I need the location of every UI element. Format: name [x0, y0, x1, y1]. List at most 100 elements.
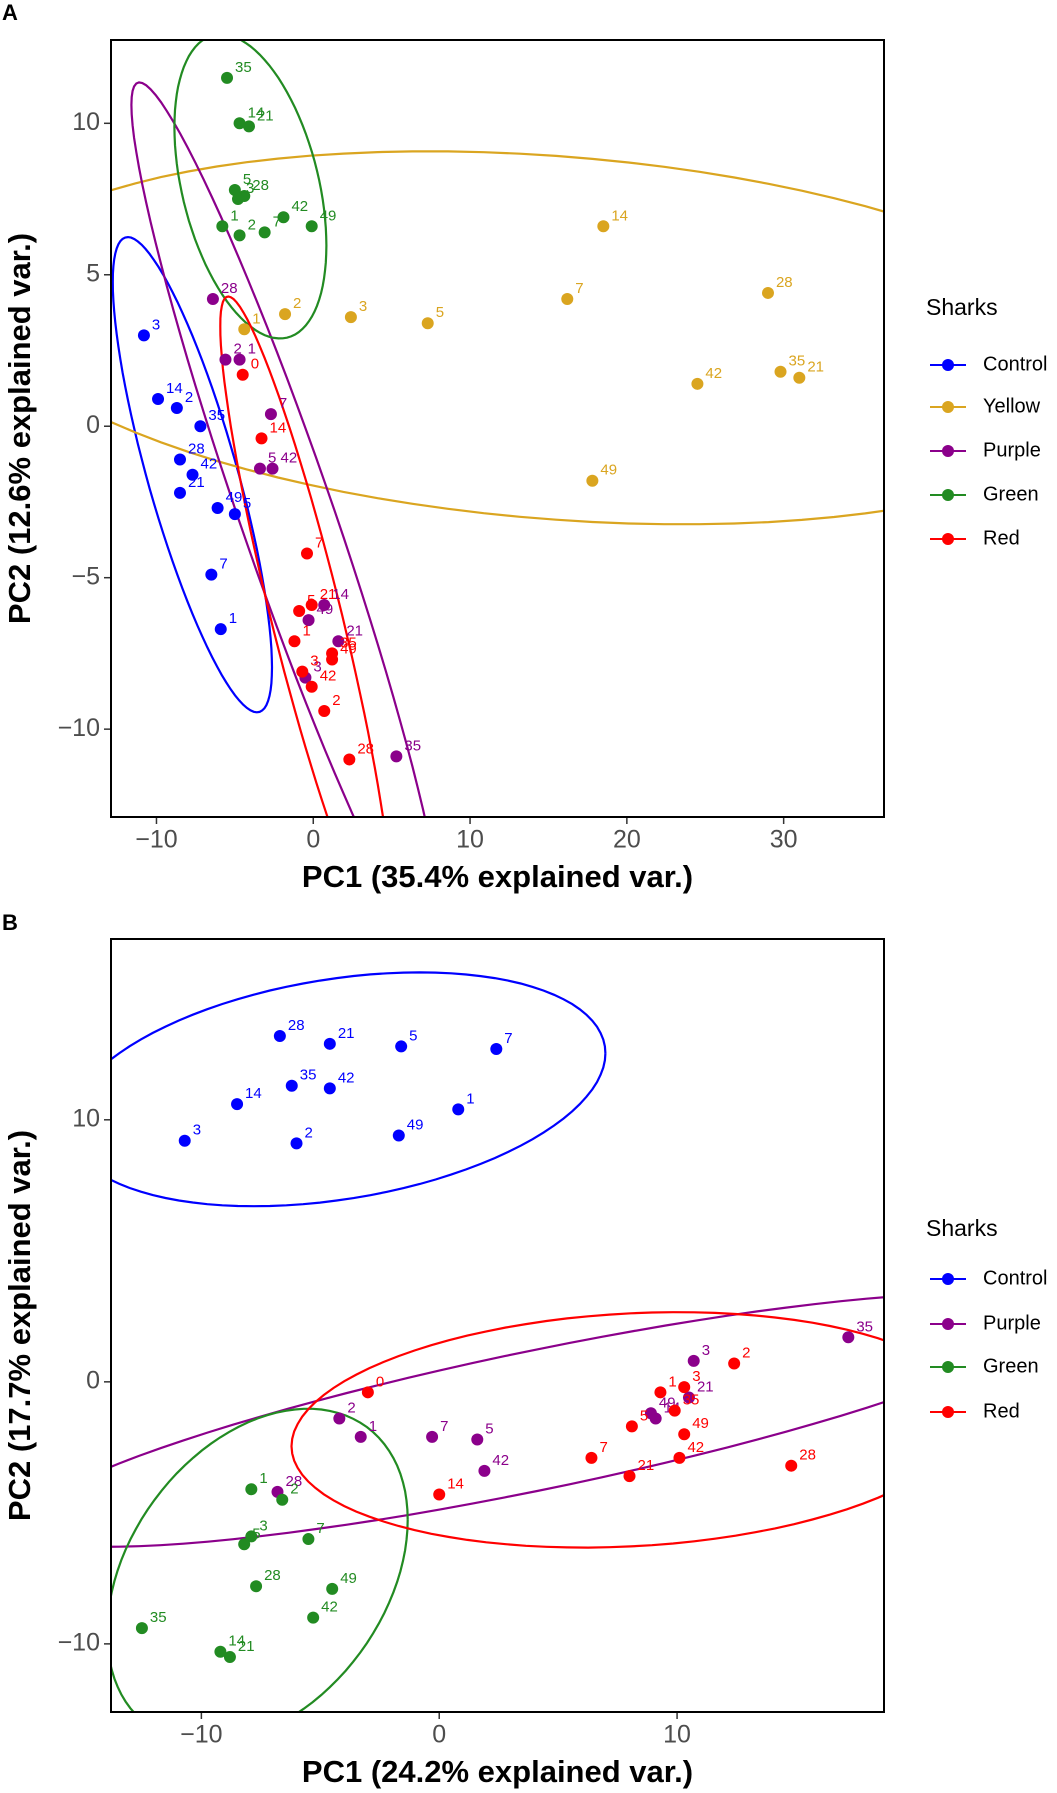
point-label: 49 [317, 601, 334, 618]
legend-key-dot [942, 533, 954, 545]
y-tick-label: 0 [86, 1366, 100, 1394]
x-tick-label: 10 [663, 1721, 691, 1749]
ellipse [111, 1407, 409, 1712]
point-label: 2 [248, 216, 256, 233]
point [623, 1470, 636, 1483]
point-label: 35 [300, 1067, 317, 1084]
point-label: 21 [346, 622, 363, 639]
point-label: 14 [447, 1475, 464, 1492]
point [318, 598, 331, 611]
point [625, 1420, 638, 1433]
point [682, 1391, 695, 1404]
point-label: 7 [599, 1439, 607, 1456]
y-tick-label: 5 [86, 259, 100, 287]
point-label: 42 [338, 1069, 355, 1086]
point-label: 2 [347, 1399, 355, 1416]
point [178, 1134, 191, 1147]
legend-label: Yellow [983, 395, 1041, 417]
plot-frame [110, 39, 885, 818]
point-label: 3 [692, 1368, 700, 1385]
point [421, 317, 434, 330]
point [561, 293, 574, 305]
point [216, 220, 229, 233]
point [305, 680, 318, 693]
legend-key-dot [942, 1273, 954, 1285]
point [300, 547, 313, 560]
y-tick-label: 0 [86, 411, 100, 439]
point [214, 623, 227, 636]
y-tick-label: −10 [58, 1628, 100, 1656]
point-label: 21 [238, 1638, 255, 1655]
point [333, 1412, 346, 1425]
point-label: 7 [575, 280, 583, 297]
point [687, 1354, 700, 1367]
y-tick-label: 10 [72, 108, 100, 136]
point [194, 420, 207, 433]
point-label: 1 [248, 341, 256, 358]
point [223, 1650, 236, 1663]
legend-label: Green [983, 483, 1039, 505]
point-label: 21 [338, 1025, 355, 1042]
point-label: 1 [302, 622, 310, 639]
point [232, 193, 245, 206]
point [307, 1611, 320, 1624]
legend-label: Purple [983, 439, 1041, 461]
point [170, 402, 183, 415]
point [206, 293, 219, 305]
point-label: 14 [248, 104, 265, 121]
point [231, 1098, 244, 1111]
point [296, 665, 309, 678]
legend-title: Sharks [926, 294, 998, 320]
point-label: 21 [638, 1457, 655, 1474]
point [761, 286, 774, 299]
point [654, 1386, 667, 1399]
point [361, 1386, 374, 1399]
point [585, 1451, 598, 1464]
point-label: 42 [291, 198, 308, 215]
point [842, 1331, 855, 1344]
ellipse [111, 235, 274, 714]
point [152, 392, 165, 405]
point [326, 653, 339, 666]
point [221, 71, 234, 84]
point-label: 0 [251, 356, 259, 373]
point-label: 28 [285, 1473, 302, 1490]
x-axis-title: PC1 (35.4% explained var.) [302, 859, 693, 894]
point-label: 42 [320, 668, 337, 685]
point-label: 5 [268, 450, 276, 467]
point [691, 377, 704, 390]
point [597, 220, 610, 233]
point-label: 1 [668, 1373, 676, 1390]
point-label: 42 [321, 1599, 338, 1616]
legend-title: Sharks [926, 1215, 998, 1241]
point [245, 1483, 258, 1496]
point-label: 14 [245, 1085, 262, 1102]
point [173, 486, 186, 499]
legend-label: Control [983, 353, 1047, 375]
point-label: 2 [742, 1344, 750, 1361]
point-label: 7 [504, 1030, 512, 1047]
point [478, 1464, 491, 1477]
legend-key-dot [942, 445, 954, 457]
point-label: 14 [228, 1633, 245, 1650]
point-label: 21 [807, 359, 824, 376]
point-label: 28 [799, 1447, 816, 1464]
y-tick-label: 10 [72, 1104, 100, 1132]
point-label: 49 [407, 1116, 424, 1133]
point-label: 49 [340, 640, 357, 657]
point [173, 453, 186, 466]
point [785, 1459, 798, 1472]
point-label: 1 [369, 1418, 377, 1435]
point-label: 7 [273, 213, 281, 230]
point-label: 3 [193, 1122, 201, 1139]
point [233, 229, 246, 242]
y-tick-label: −10 [58, 714, 100, 742]
point-label: 1 [259, 1470, 267, 1487]
point-label: 35 [340, 634, 357, 651]
point-label: 42 [705, 365, 722, 382]
point [273, 1029, 286, 1042]
point [433, 1488, 446, 1501]
legend-label: Red [983, 527, 1020, 549]
point-label: 35 [404, 737, 421, 754]
x-tick-label: 0 [432, 1721, 446, 1749]
